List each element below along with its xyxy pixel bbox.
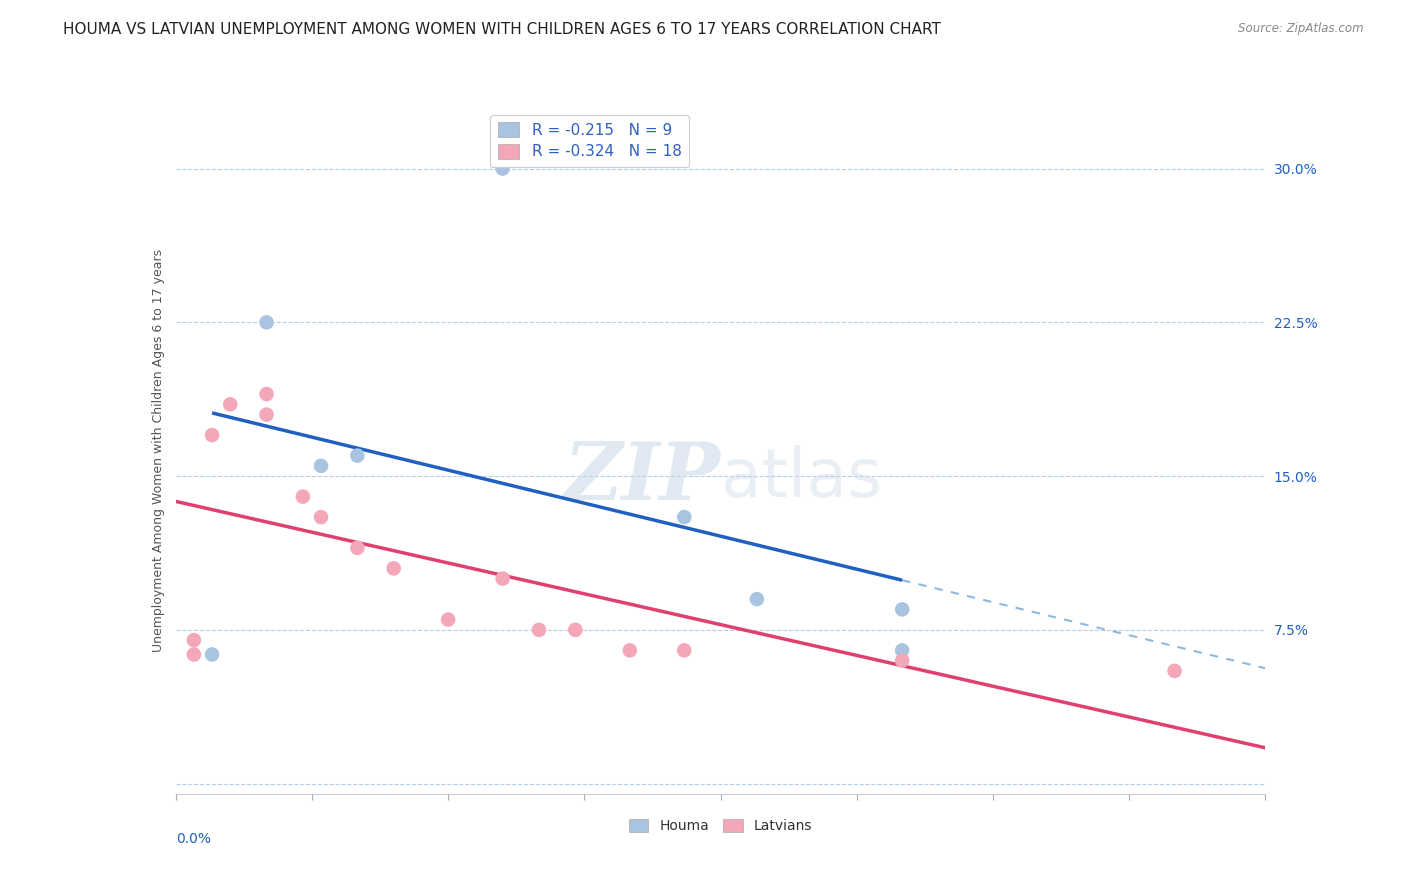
Point: [745, 592, 768, 607]
Point: [256, 387, 278, 401]
Point: [346, 541, 368, 555]
Text: atlas: atlas: [721, 445, 882, 511]
Point: [183, 648, 205, 662]
Point: [201, 428, 224, 442]
Text: HOUMA VS LATVIAN UNEMPLOYMENT AMONG WOMEN WITH CHILDREN AGES 6 TO 17 YEARS CORRE: HOUMA VS LATVIAN UNEMPLOYMENT AMONG WOME…: [63, 22, 941, 37]
Point: [437, 613, 460, 627]
Text: Source: ZipAtlas.com: Source: ZipAtlas.com: [1239, 22, 1364, 36]
Point: [891, 602, 914, 616]
Point: [673, 510, 696, 524]
Point: [201, 648, 224, 662]
Legend: Houma, Latvians: Houma, Latvians: [623, 813, 818, 838]
Point: [346, 449, 368, 463]
Point: [382, 561, 405, 575]
Point: [309, 510, 332, 524]
Point: [1163, 664, 1185, 678]
Point: [492, 161, 515, 176]
Text: ZIP: ZIP: [564, 439, 721, 516]
Point: [619, 643, 641, 657]
Point: [219, 397, 242, 411]
Y-axis label: Unemployment Among Women with Children Ages 6 to 17 years: Unemployment Among Women with Children A…: [152, 249, 165, 652]
Point: [183, 633, 205, 648]
Point: [527, 623, 550, 637]
Point: [309, 458, 332, 473]
Point: [492, 572, 515, 586]
Point: [291, 490, 314, 504]
Point: [891, 643, 914, 657]
Point: [256, 408, 278, 422]
Point: [256, 315, 278, 329]
Text: 0.0%: 0.0%: [176, 831, 211, 846]
Point: [891, 654, 914, 668]
Point: [673, 643, 696, 657]
Point: [564, 623, 586, 637]
